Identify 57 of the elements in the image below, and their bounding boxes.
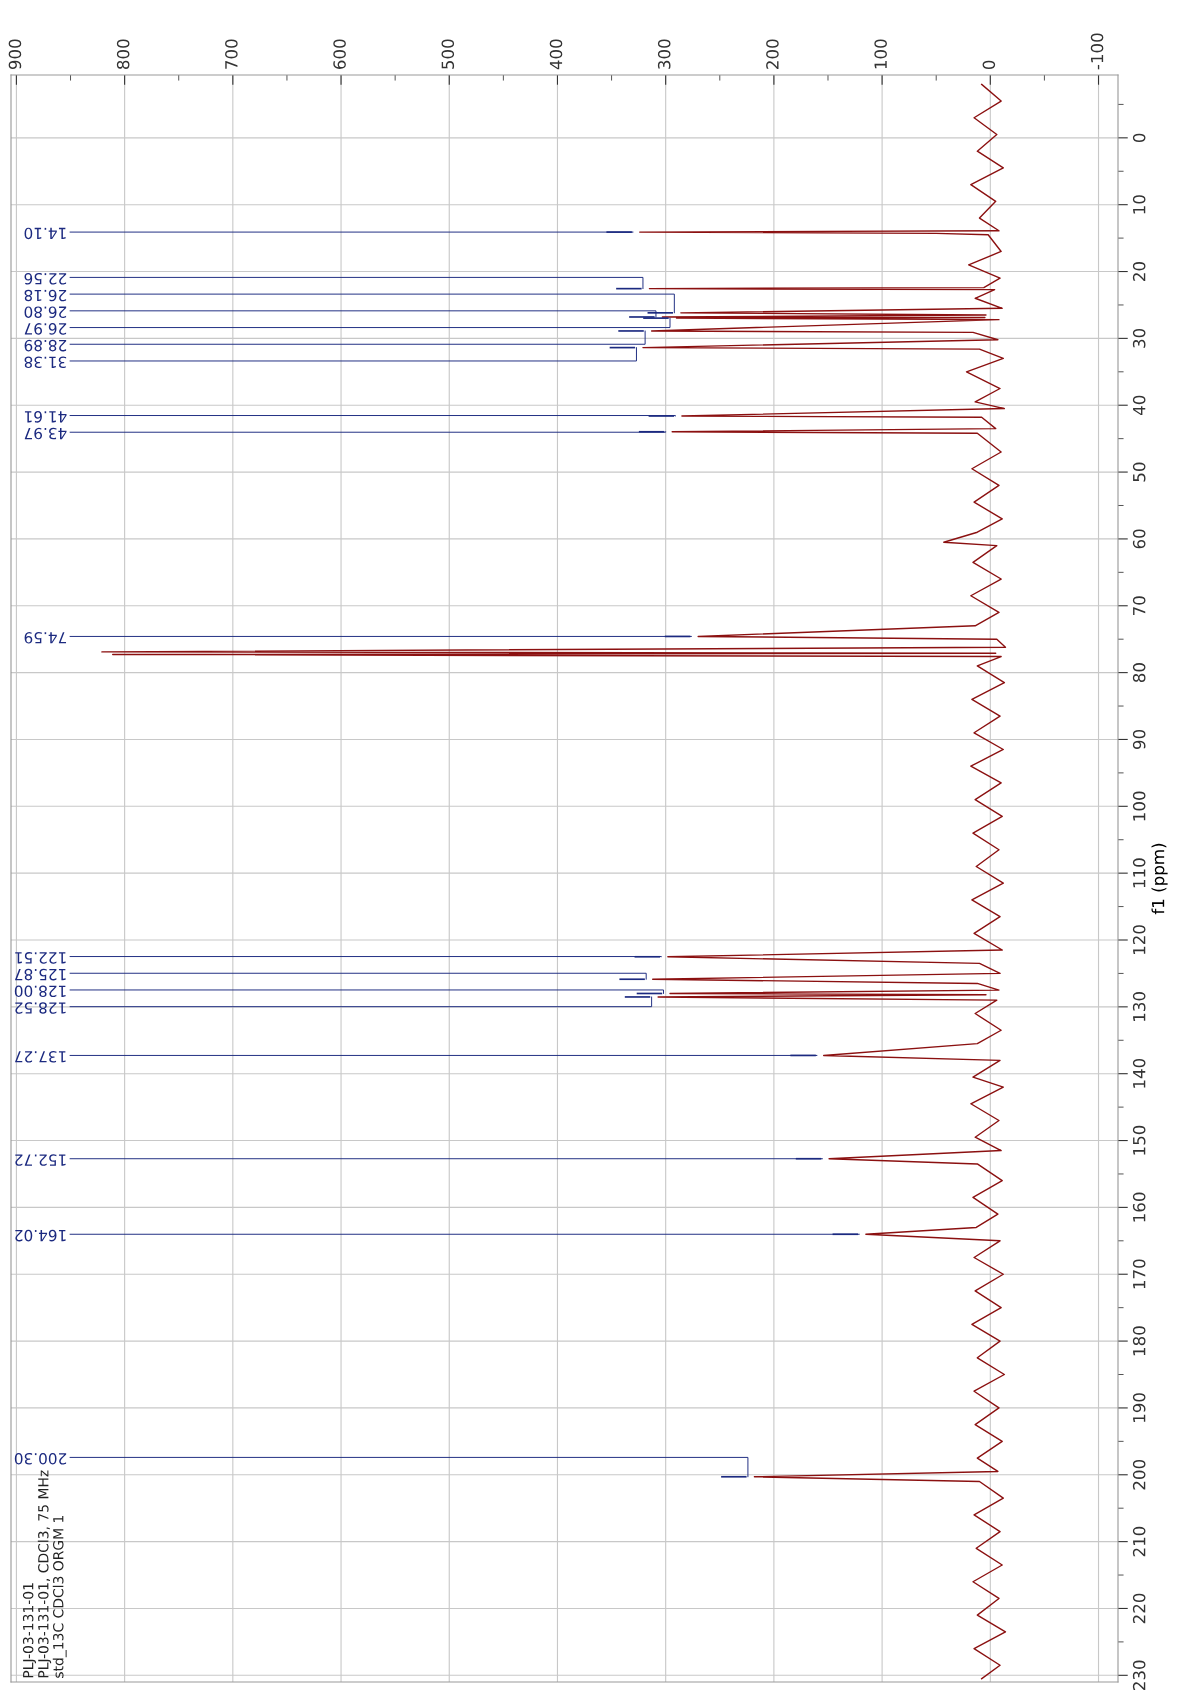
annotation: 122.51 — [15, 952, 66, 964]
annotation: 128.00 — [14, 985, 66, 998]
annotation: 31.38 — [24, 356, 67, 369]
y-tick-label: 140 — [1132, 1058, 1146, 1088]
x-tick-label: 0 — [982, 60, 996, 70]
x-tick-label: 100 — [874, 39, 887, 69]
y-tick-label: 30 — [1132, 328, 1146, 348]
annotation: 43.97 — [24, 427, 67, 440]
y-tick-label: 130 — [1132, 992, 1146, 1021]
x-tick-label: 600 — [333, 39, 346, 69]
y-tick-label: 230 — [1132, 1660, 1146, 1690]
annotation: std_13C CDCl3 ORGM 1 — [52, 1515, 67, 1678]
y-tick-label: 40 — [1132, 395, 1146, 416]
x-tick-label: 800 — [116, 39, 130, 70]
y-tick-label: 210 — [1132, 1526, 1146, 1557]
y-tick-label: 100 — [1132, 791, 1146, 821]
y-tick-label: 60 — [1132, 529, 1146, 549]
annotation: PLJ-03-131-01, CDCl3, 75 MHz — [37, 1470, 52, 1678]
y-tick-label: 90 — [1132, 729, 1146, 750]
y-tick-label: 120 — [1132, 925, 1146, 955]
annotation: 152.72 — [15, 1154, 66, 1166]
annotation: 128.52 — [15, 1002, 66, 1014]
y-tick-label: 180 — [1132, 1326, 1146, 1356]
y-tick-label: 20 — [1132, 262, 1146, 281]
annotation: 74.59 — [24, 632, 67, 644]
y-tick-label: 0 — [1132, 133, 1146, 143]
y-tick-label: 220 — [1132, 1593, 1146, 1624]
annotation: 41.61 — [24, 411, 67, 423]
annotation: 22.56 — [24, 272, 67, 285]
annotation: PLJ-03-131-01 — [22, 1583, 37, 1678]
y-tick-label: 200 — [1132, 1459, 1146, 1490]
y-tick-label: 160 — [1132, 1192, 1146, 1222]
x-tick-label: 300 — [657, 39, 671, 69]
x-tick-label: 500 — [441, 39, 455, 69]
y-tick-label: 50 — [1132, 462, 1146, 482]
y-axis-title: f1 (ppm) — [1151, 843, 1168, 915]
y-tick-label: 170 — [1132, 1259, 1146, 1289]
annotation: 28.89 — [24, 339, 67, 352]
annotation: 14.10 — [24, 227, 66, 240]
x-tick-label: 900 — [8, 39, 22, 70]
annotation: 137.27 — [15, 1051, 66, 1063]
x-tick-label: -100 — [1090, 33, 1104, 70]
annotation: 200.30 — [14, 1452, 67, 1465]
y-tick-label: 150 — [1132, 1125, 1146, 1155]
annotation: 164.02 — [15, 1229, 66, 1242]
annotation: 26.97 — [24, 323, 67, 335]
annotation: 26.18 — [24, 289, 67, 302]
y-tick-label: 10 — [1132, 195, 1146, 214]
x-tick-label: 400 — [549, 39, 563, 70]
y-tick-label: 190 — [1132, 1393, 1146, 1422]
y-tick-label: 80 — [1132, 663, 1146, 683]
annotation: 125.87 — [15, 968, 66, 981]
y-tick-label: 110 — [1132, 858, 1146, 888]
x-tick-label: 200 — [766, 39, 779, 69]
x-tick-label: 700 — [225, 39, 238, 69]
annotation: 26.80 — [24, 306, 67, 318]
y-tick-label: 70 — [1132, 596, 1146, 615]
